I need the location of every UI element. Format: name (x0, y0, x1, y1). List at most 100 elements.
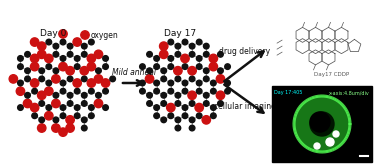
Circle shape (326, 138, 334, 146)
Circle shape (82, 51, 87, 57)
Circle shape (103, 64, 108, 69)
Circle shape (168, 80, 174, 86)
Circle shape (74, 113, 80, 119)
Circle shape (31, 103, 39, 112)
Circle shape (46, 80, 52, 86)
Circle shape (59, 62, 67, 71)
Circle shape (37, 42, 46, 50)
Text: oxygen: oxygen (91, 31, 119, 40)
Circle shape (147, 101, 152, 106)
Circle shape (25, 68, 30, 74)
Circle shape (202, 116, 211, 124)
Circle shape (31, 62, 39, 71)
Circle shape (74, 56, 80, 61)
Circle shape (23, 99, 32, 108)
Circle shape (96, 68, 101, 74)
Circle shape (175, 117, 181, 123)
Circle shape (103, 105, 108, 110)
Circle shape (197, 80, 202, 86)
Circle shape (9, 75, 17, 83)
Circle shape (16, 87, 25, 95)
Circle shape (182, 88, 188, 94)
Circle shape (87, 54, 96, 63)
Circle shape (174, 67, 182, 75)
Circle shape (88, 39, 94, 45)
Circle shape (154, 80, 160, 86)
Circle shape (203, 51, 209, 57)
Circle shape (32, 113, 37, 119)
Circle shape (175, 101, 181, 106)
Circle shape (197, 56, 202, 61)
Circle shape (87, 62, 96, 71)
Circle shape (52, 124, 60, 132)
Circle shape (73, 38, 81, 46)
Circle shape (189, 125, 195, 131)
Circle shape (175, 125, 181, 131)
Circle shape (67, 101, 73, 106)
Circle shape (103, 88, 108, 94)
Circle shape (101, 79, 110, 87)
Circle shape (67, 92, 73, 98)
Circle shape (53, 92, 59, 98)
Circle shape (94, 50, 103, 59)
Circle shape (45, 54, 53, 63)
Circle shape (145, 75, 154, 83)
Circle shape (88, 88, 94, 94)
Circle shape (218, 101, 223, 106)
Circle shape (161, 68, 167, 74)
Circle shape (52, 75, 60, 83)
Circle shape (18, 56, 23, 61)
Circle shape (94, 75, 103, 83)
Circle shape (25, 76, 30, 82)
Circle shape (110, 76, 115, 82)
Circle shape (189, 76, 195, 82)
Circle shape (333, 131, 339, 137)
Circle shape (195, 103, 203, 112)
Circle shape (147, 92, 152, 98)
Circle shape (168, 64, 174, 69)
Text: Mild anneal: Mild anneal (112, 68, 156, 77)
Circle shape (82, 101, 87, 106)
Circle shape (74, 88, 80, 94)
Circle shape (45, 112, 53, 120)
Circle shape (39, 76, 45, 82)
Text: cellular imaging: cellular imaging (214, 102, 276, 111)
Circle shape (182, 113, 188, 119)
Circle shape (66, 124, 74, 132)
Circle shape (182, 64, 188, 69)
Circle shape (182, 80, 188, 86)
Circle shape (197, 39, 202, 45)
Circle shape (60, 39, 66, 45)
Circle shape (175, 43, 181, 49)
Circle shape (25, 92, 30, 98)
Circle shape (46, 64, 52, 69)
Circle shape (139, 88, 145, 94)
Text: Day 17: Day 17 (164, 29, 196, 38)
Circle shape (74, 64, 80, 69)
Circle shape (154, 56, 160, 61)
Circle shape (189, 51, 195, 57)
Circle shape (60, 56, 66, 61)
Bar (272, 86, 372, 162)
Circle shape (82, 117, 87, 123)
Circle shape (53, 51, 59, 57)
Circle shape (59, 128, 67, 136)
Circle shape (88, 113, 94, 119)
Text: Day 0: Day 0 (40, 29, 66, 38)
Circle shape (37, 50, 46, 59)
Circle shape (147, 51, 152, 57)
Circle shape (82, 76, 87, 82)
Circle shape (67, 51, 73, 57)
Circle shape (168, 56, 174, 61)
Circle shape (139, 64, 145, 69)
Circle shape (154, 88, 160, 94)
Circle shape (53, 43, 59, 49)
Circle shape (74, 105, 80, 110)
Circle shape (31, 54, 39, 63)
Circle shape (67, 43, 73, 49)
Circle shape (32, 88, 37, 94)
Circle shape (81, 31, 89, 39)
Circle shape (211, 113, 216, 119)
Circle shape (161, 101, 167, 106)
Circle shape (294, 96, 350, 152)
